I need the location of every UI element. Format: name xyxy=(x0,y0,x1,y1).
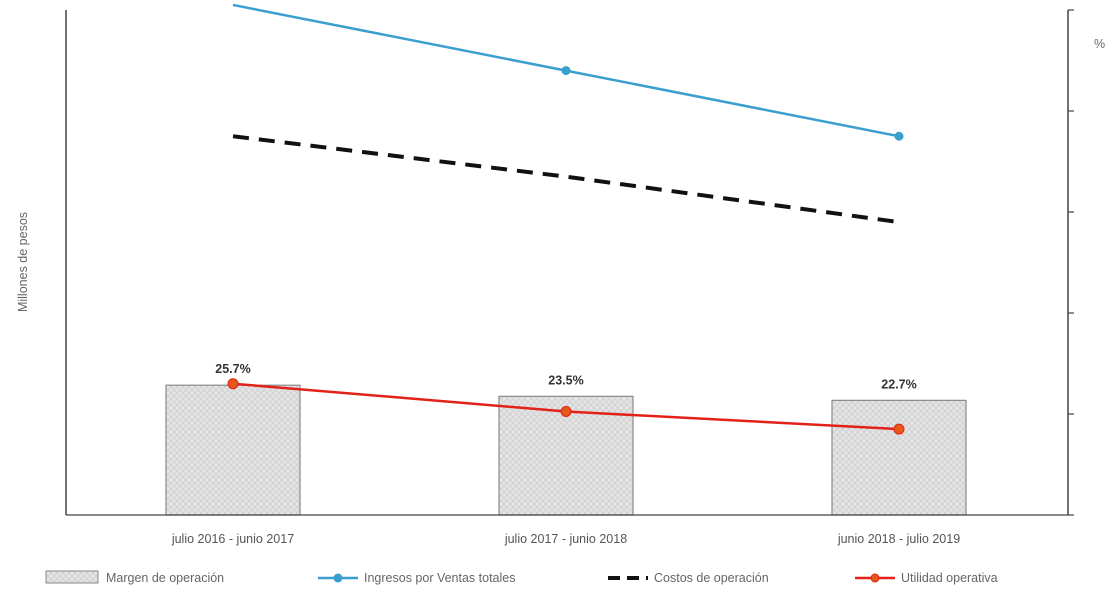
bar-margen xyxy=(831,399,967,516)
line-series xyxy=(232,134,900,225)
bar-data-label: 23.5% xyxy=(548,373,583,387)
bar-margen xyxy=(165,384,301,516)
x-tick-label: julio 2017 - junio 2018 xyxy=(504,532,627,546)
x-tick-label: julio 2016 - junio 2017 xyxy=(171,532,294,546)
legend-label: Margen de operación xyxy=(106,571,224,585)
legend-marker xyxy=(333,573,343,583)
line-point xyxy=(227,378,239,390)
legend-label: Utilidad operativa xyxy=(901,571,998,585)
y2-axis-title: % xyxy=(1094,37,1105,51)
y-axis-title: Millones de pesos xyxy=(16,212,30,312)
bar-data-label: 25.7% xyxy=(215,362,250,376)
x-tick-label: junio 2018 - julio 2019 xyxy=(837,532,960,546)
line-point xyxy=(561,66,571,76)
legend-label: Ingresos por Ventas totales xyxy=(364,571,515,585)
line-point xyxy=(893,423,905,435)
legend: Margen de operación Ingresos por Ventas t… xyxy=(45,570,998,585)
legend-label: Costos de operación xyxy=(654,571,769,585)
legend-swatch-bar xyxy=(45,570,99,584)
bars-layer xyxy=(165,384,967,516)
right-axis-ticks xyxy=(1068,9,1074,516)
line-point xyxy=(560,405,572,417)
labels-layer: 25.7% 23.5% 22.7% julio 2016 - junio 2017 ju… xyxy=(171,362,960,546)
legend-marker xyxy=(870,573,880,583)
bar-data-label: 22.7% xyxy=(881,377,916,391)
lines-layer xyxy=(227,3,905,435)
line-point xyxy=(894,131,904,141)
